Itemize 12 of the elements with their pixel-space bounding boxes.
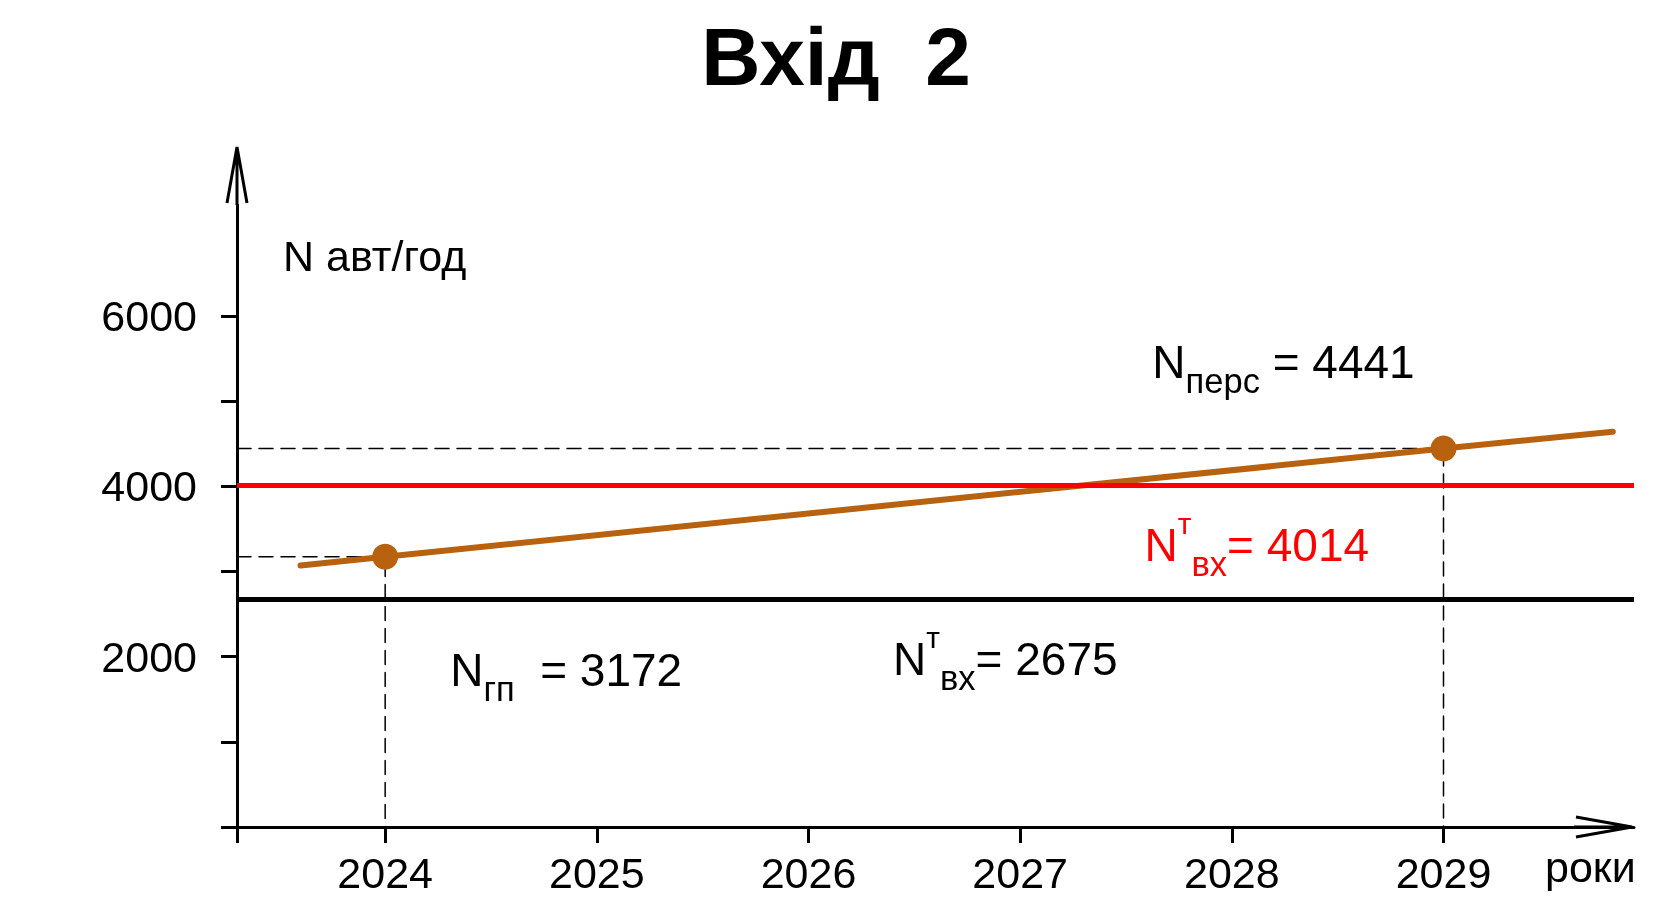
- x-tick-label: 2026: [760, 848, 857, 897]
- x-tick-label: 2025: [549, 848, 645, 897]
- x-tick-label: 2029: [1395, 848, 1492, 897]
- chart-title: Вхід 2: [701, 10, 971, 102]
- x-axis-title: роки: [1545, 842, 1636, 891]
- y-tick-label: 4000: [101, 462, 197, 511]
- y-tick-label: 6000: [101, 291, 197, 340]
- x-tick-label: 2027: [972, 848, 1068, 897]
- x-tick-label: 2028: [1184, 848, 1280, 897]
- x-tick-label: 2024: [337, 848, 433, 897]
- y-tick-label: 2000: [101, 632, 197, 681]
- y-axis-title: N авт/год: [283, 232, 467, 281]
